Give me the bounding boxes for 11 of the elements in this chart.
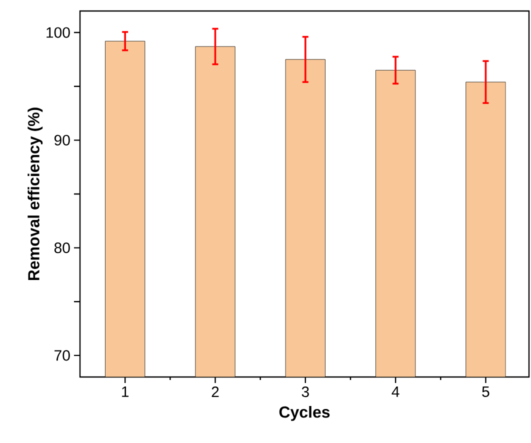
x-axis-title: Cycles [279,406,330,421]
y-axis-title: Removal efficiency (%) [28,108,43,280]
y-tick-label: 100 [46,27,70,38]
x-tick-label: 5 [482,386,490,397]
x-tick-label: 4 [392,386,400,397]
x-tick-label: 1 [122,386,129,397]
x-tick-label: 2 [212,386,219,397]
y-tick-label: 90 [54,134,70,146]
x-tick-label: 3 [302,386,309,398]
y-tick-label: 80 [54,242,70,254]
y-tick-label: 70 [54,350,70,361]
